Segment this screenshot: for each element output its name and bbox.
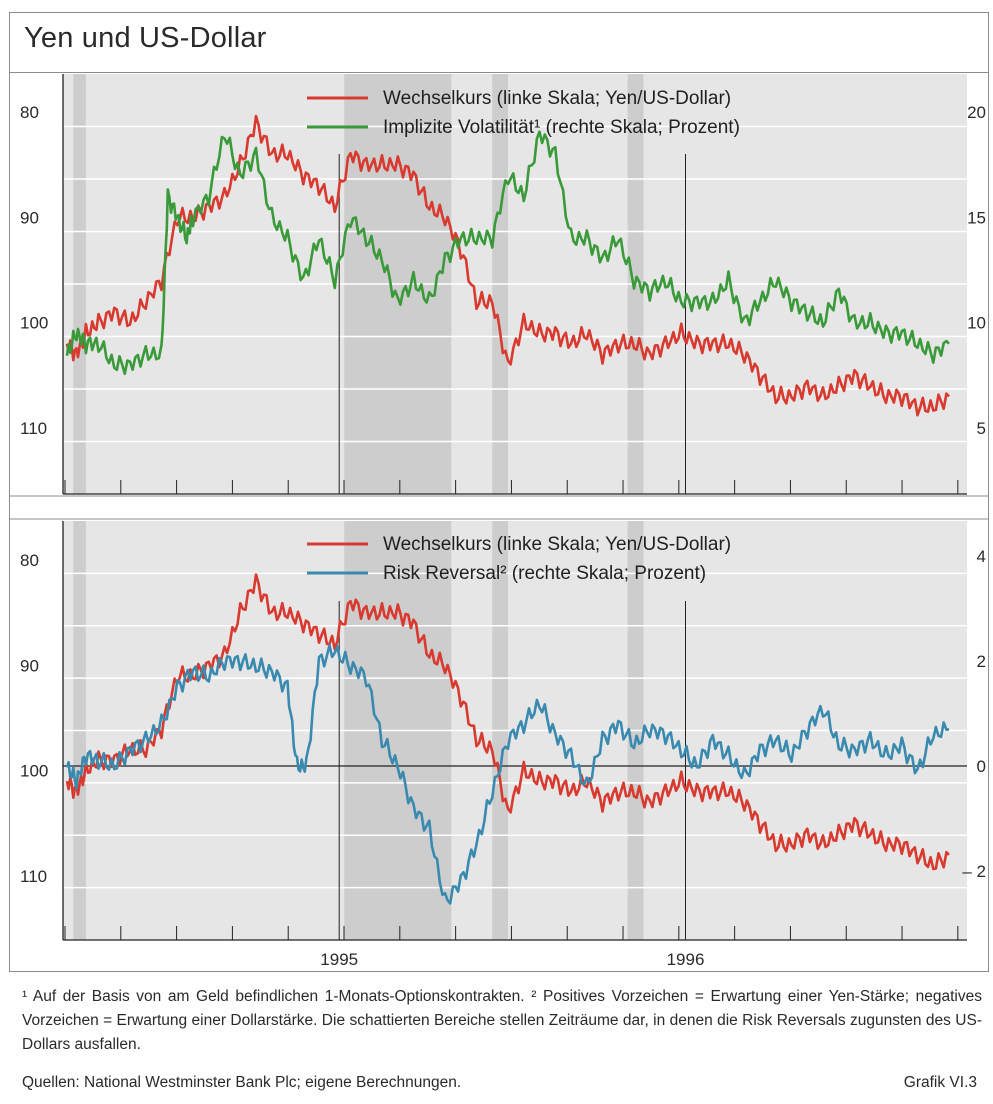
top-right-tick-label: 20 <box>967 103 986 122</box>
bottom-left-tick-label: 110 <box>20 867 47 886</box>
figure-label: Grafik VI.3 <box>903 1074 977 1091</box>
chart-title: Yen und US-Dollar <box>24 22 267 54</box>
bottom-right-tick-label: 2 <box>977 652 986 671</box>
top-left-tick-label: 110 <box>20 419 47 438</box>
bottom-legend-label: Wechselkurs (linke Skala; Yen/US-Dollar) <box>383 534 731 555</box>
bottom-left-tick-label: 80 <box>20 551 39 570</box>
x-year-label: 1996 <box>667 950 705 969</box>
bottom-series-exchange-rate <box>65 573 950 871</box>
bottom-right-tick-label: – 2 <box>962 862 986 881</box>
top-series-volatility <box>65 130 950 376</box>
bottom-legend-label: Risk Reversal² (rechte Skala; Prozent) <box>383 563 706 584</box>
top-legend-label: Implizite Volatilität¹ (rechte Skala; Pr… <box>383 117 740 138</box>
bottom-right-tick-label: 0 <box>977 757 986 776</box>
top-right-tick-label: 5 <box>977 419 986 438</box>
bottom-left-tick-label: 100 <box>20 762 48 781</box>
top-legend-label: Wechselkurs (linke Skala; Yen/US-Dollar) <box>383 88 731 109</box>
bottom-right-tick-label: 4 <box>977 547 986 566</box>
top-right-tick-label: 10 <box>967 314 986 333</box>
sources-note: Quellen: National Westminster Bank Plc; … <box>22 1074 462 1091</box>
x-year-label: 1995 <box>320 950 358 969</box>
top-left-tick-label: 100 <box>20 314 48 333</box>
top-left-tick-label: 80 <box>20 103 39 122</box>
bottom-series-risk-reversal <box>65 644 950 905</box>
top-right-tick-label: 15 <box>967 208 986 227</box>
bottom-left-tick-label: 90 <box>20 656 39 675</box>
title-divider <box>9 72 989 73</box>
footnote: ¹ Auf der Basis von am Geld befindlichen… <box>22 988 982 1053</box>
top-left-tick-label: 90 <box>20 208 39 227</box>
